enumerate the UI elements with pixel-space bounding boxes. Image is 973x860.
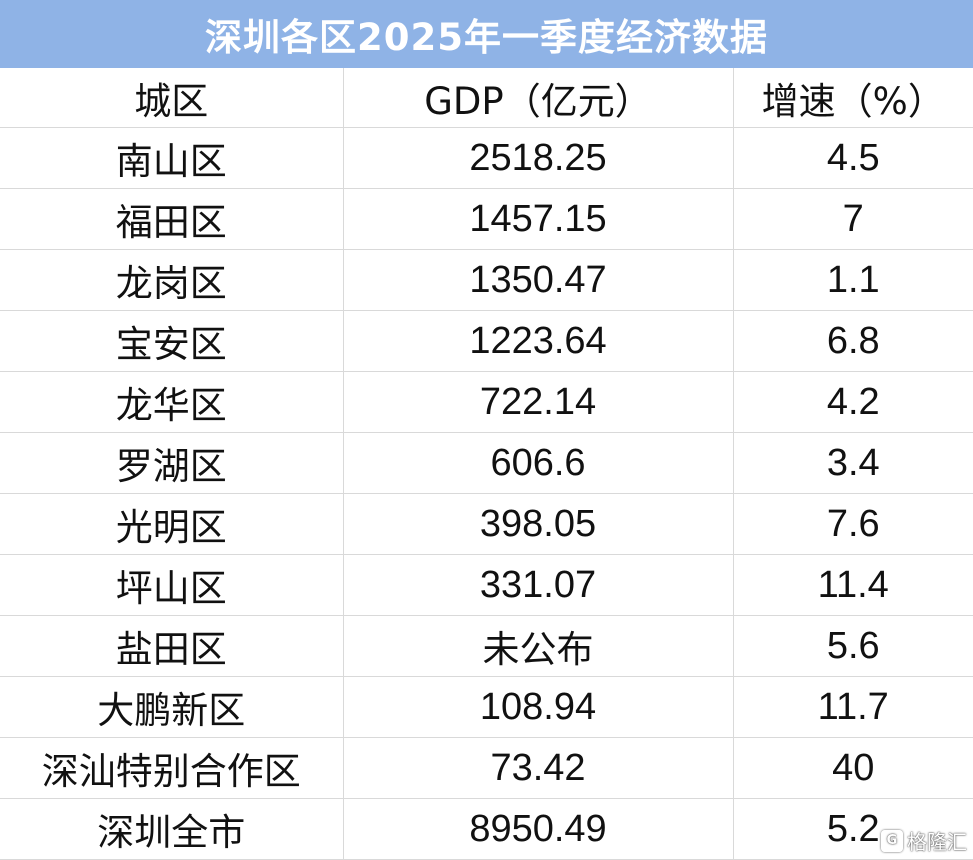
growth-cell: 5.2 — [733, 798, 973, 860]
gdp-cell: 722.14 — [343, 371, 734, 433]
header-growth: 增速（%） — [733, 68, 973, 128]
growth-cell: 6.8 — [733, 310, 973, 372]
growth-cell: 5.6 — [733, 615, 973, 677]
growth-cell: 4.2 — [733, 371, 973, 433]
table-row: 南山区 2518.25 4.5 — [0, 127, 973, 189]
watermark-text: 格隆汇 — [907, 830, 967, 854]
table-row: 盐田区 未公布 5.6 — [0, 615, 973, 677]
district-cell: 南山区 — [0, 127, 344, 189]
table-row: 大鹏新区 108.94 11.7 — [0, 676, 973, 738]
district-cell: 大鹏新区 — [0, 676, 344, 738]
growth-cell: 3.4 — [733, 432, 973, 494]
table-row: 罗湖区 606.6 3.4 — [0, 432, 973, 494]
growth-cell: 11.4 — [733, 554, 973, 616]
gdp-cell: 1457.15 — [343, 188, 734, 250]
gdp-table: 城区 GDP（亿元） 增速（%） 南山区 2518.25 4.5 福田区 145… — [0, 68, 973, 860]
gdp-cell: 8950.49 — [343, 798, 734, 860]
district-cell: 福田区 — [0, 188, 344, 250]
gdp-cell: 1223.64 — [343, 310, 734, 372]
growth-cell: 7 — [733, 188, 973, 250]
district-cell: 坪山区 — [0, 554, 344, 616]
gdp-cell: 1350.47 — [343, 249, 734, 311]
gdp-cell: 606.6 — [343, 432, 734, 494]
district-cell: 龙华区 — [0, 371, 344, 433]
district-cell: 深汕特别合作区 — [0, 737, 344, 799]
gdp-cell: 73.42 — [343, 737, 734, 799]
district-cell: 光明区 — [0, 493, 344, 555]
growth-cell: 1.1 — [733, 249, 973, 311]
growth-cell: 40 — [733, 737, 973, 799]
table-title: 深圳各区2025年一季度经济数据 — [0, 0, 973, 70]
district-cell: 盐田区 — [0, 615, 344, 677]
table-row: 福田区 1457.15 7 — [0, 188, 973, 250]
growth-cell: 11.7 — [733, 676, 973, 738]
table-row: 坪山区 331.07 11.4 — [0, 554, 973, 616]
gdp-cell: 331.07 — [343, 554, 734, 616]
header-district: 城区 — [0, 68, 344, 128]
table-row: 宝安区 1223.64 6.8 — [0, 310, 973, 372]
district-cell: 深圳全市 — [0, 798, 344, 860]
table-row: 龙岗区 1350.47 1.1 — [0, 249, 973, 311]
logo-icon: G — [881, 829, 903, 852]
growth-cell: 4.5 — [733, 127, 973, 189]
table-row: 龙华区 722.14 4.2 — [0, 371, 973, 433]
district-cell: 罗湖区 — [0, 432, 344, 494]
table-row-total: 深圳全市 8950.49 5.2 — [0, 798, 973, 860]
table-row: 深汕特别合作区 73.42 40 — [0, 737, 973, 799]
district-cell: 龙岗区 — [0, 249, 344, 311]
watermark: G 格隆汇 — [881, 826, 967, 855]
gdp-cell: 398.05 — [343, 493, 734, 555]
table-header-row: 城区 GDP（亿元） 增速（%） — [0, 68, 973, 128]
district-cell: 宝安区 — [0, 310, 344, 372]
gdp-cell: 2518.25 — [343, 127, 734, 189]
gdp-cell: 未公布 — [343, 615, 734, 677]
gdp-cell: 108.94 — [343, 676, 734, 738]
table-row: 光明区 398.05 7.6 — [0, 493, 973, 555]
growth-cell: 7.6 — [733, 493, 973, 555]
header-gdp: GDP（亿元） — [343, 68, 734, 128]
